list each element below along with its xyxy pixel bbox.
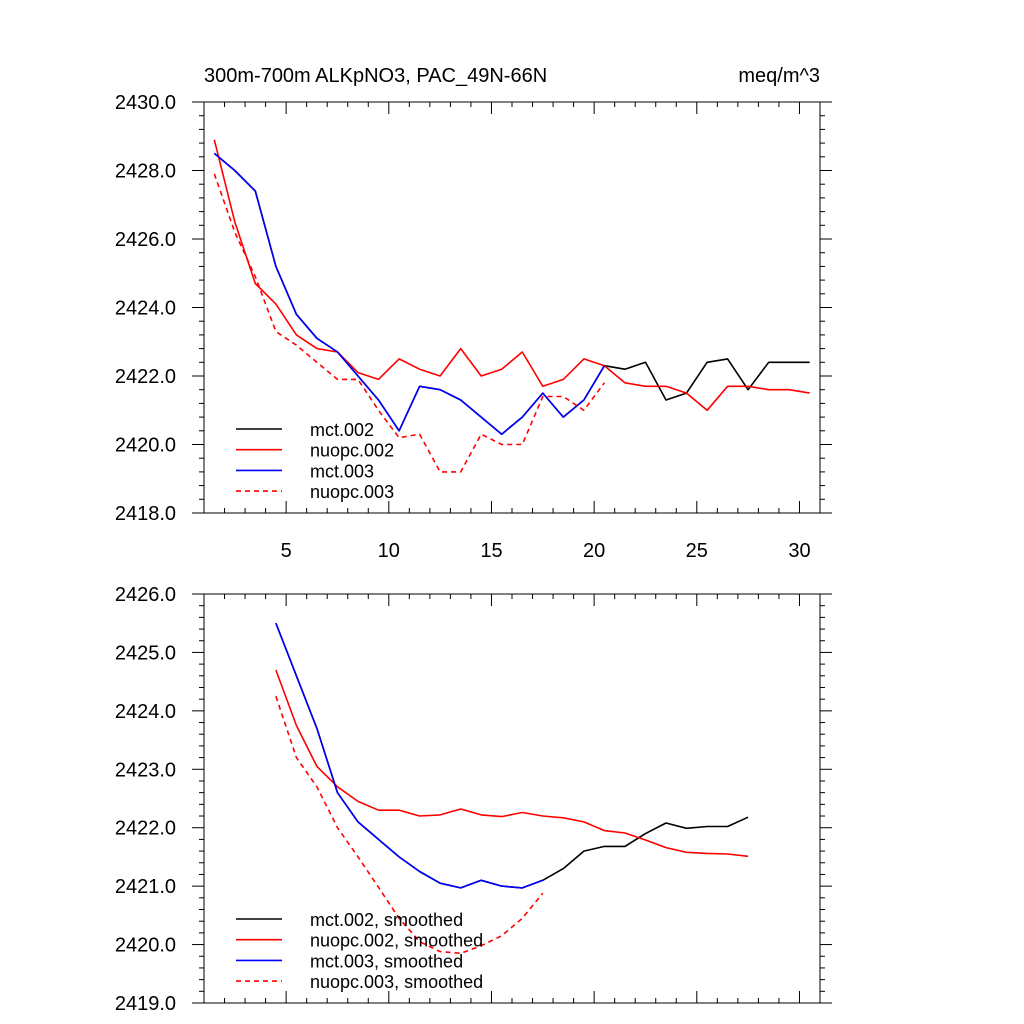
series-line-mct-003-smoothed	[275, 622, 544, 889]
y-tick-label: 2423.0	[115, 759, 176, 781]
legend-label: nuopc.002, smoothed	[310, 931, 483, 951]
x-tick-label: 30	[788, 540, 810, 562]
x-tick-label: 10	[378, 540, 400, 562]
y-tick-label: 2420.0	[115, 935, 176, 957]
plot-frame	[203, 593, 821, 1004]
y-tick-label: 2420.0	[115, 435, 176, 457]
y-tick-label: 2425.0	[115, 642, 176, 664]
x-tick-label: 20	[583, 540, 605, 562]
x-tick-label: 25	[686, 540, 708, 562]
chart-title: 300m-700m ALKpNO3, PAC_49N-66N	[204, 65, 547, 87]
legend-label: mct.002, smoothed	[310, 910, 463, 930]
y-tick-label: 2430.0	[115, 92, 176, 114]
legend-label: mct.002	[310, 420, 374, 440]
chart-panel-1: 5 10 15 20 25 30 2418.0 2420.0 2422.0 2424.0 2426.…	[115, 65, 832, 562]
series-line-nuopc-003-smoothed	[275, 696, 544, 955]
legend-label: mct.003	[310, 461, 374, 481]
x-tick-label: 5	[281, 540, 292, 562]
y-tick-label: 2426.0	[115, 584, 176, 606]
series-line-mct-002-smoothed	[275, 622, 749, 889]
series-line-nuopc-002-smoothed	[275, 669, 749, 858]
plot-frame	[203, 101, 821, 514]
chart-panel-2: 2419.0 2420.0 2421.0 2422.0 2423.0 2424.0 2425…	[115, 584, 832, 1015]
y-tick-label: 2422.0	[115, 366, 176, 388]
x-tick-label: 15	[480, 540, 502, 562]
chart-units: meq/m^3	[738, 65, 820, 87]
series-line-nuopc-003	[213, 173, 606, 473]
y-tick-label: 2424.0	[115, 298, 176, 320]
legend-label: nuopc.002	[310, 441, 394, 461]
series-line-mct-003	[213, 152, 606, 436]
series-line-nuopc-002	[213, 139, 810, 412]
legend-label: mct.003, smoothed	[310, 951, 463, 971]
y-tick-label: 2422.0	[115, 818, 176, 840]
y-tick-label: 2421.0	[115, 876, 176, 898]
y-tick-label: 2418.0	[115, 503, 176, 525]
y-tick-label: 2426.0	[115, 229, 176, 251]
legend-label: nuopc.003, smoothed	[310, 972, 483, 992]
y-tick-label: 2424.0	[115, 701, 176, 723]
y-tick-label: 2419.0	[115, 993, 176, 1015]
y-tick-label: 2428.0	[115, 161, 176, 183]
legend-label: nuopc.003	[310, 482, 394, 502]
series-line-mct-002	[213, 152, 810, 436]
